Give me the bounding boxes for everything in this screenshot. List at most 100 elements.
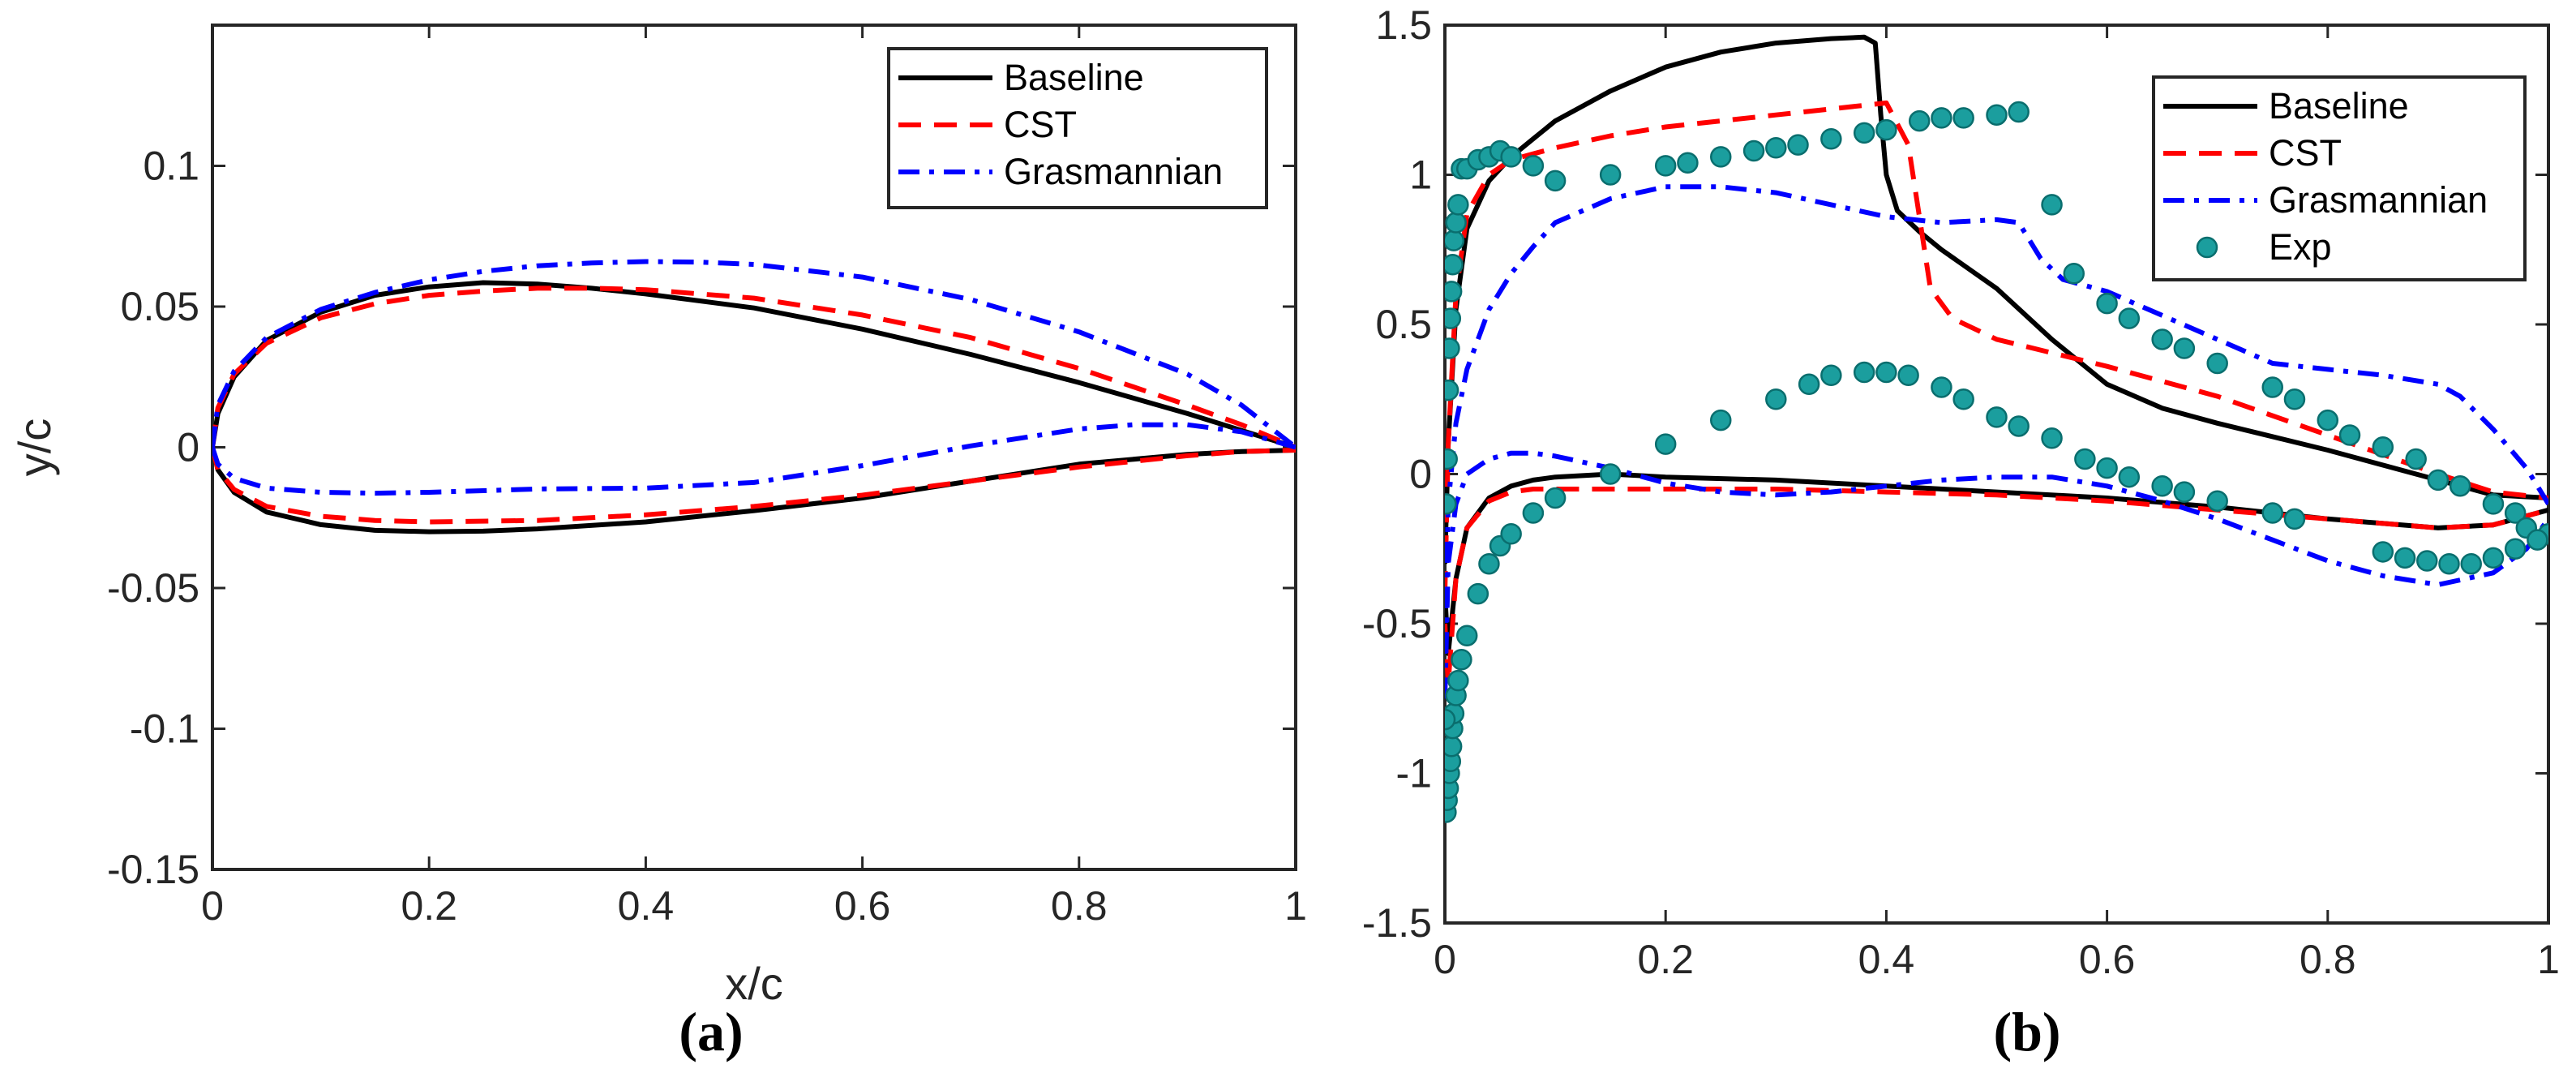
exp-marker [2405, 448, 2427, 470]
exp-marker [1765, 388, 1787, 410]
exp-marker [1445, 230, 1465, 251]
exp-marker [2261, 376, 2283, 398]
exp-marker [2041, 427, 2063, 449]
exp-marker [2118, 466, 2141, 488]
grasmannian-lower-line [1445, 450, 2548, 699]
x-tick-label: 0 [1434, 937, 1456, 982]
exp-marker [1445, 708, 1456, 731]
exp-marker [1742, 140, 1765, 162]
exp-marker [2283, 508, 2306, 530]
exp-marker [1445, 379, 1459, 401]
baseline-lower-line [1445, 471, 2548, 656]
legend: Baseline CST Grasmannian Exp [2152, 75, 2527, 281]
exp-marker [1445, 212, 1467, 234]
exp-marker [1897, 364, 1919, 386]
exp-marker [2438, 552, 2460, 575]
y-axis-label: y/c [9, 419, 60, 477]
legend-label-exp: Exp [2269, 226, 2332, 268]
exp-marker [1908, 109, 1931, 132]
exp-marker [2173, 481, 2196, 503]
exp-marker [1820, 127, 1842, 150]
exp-marker [1931, 107, 1952, 129]
panel-b: 0 0.2 0.4 0.6 0.8 1 -1.5 -1 -0.5 0 0.5 1 1.5 (b) Basel… [1362, 2, 2560, 1062]
exp-marker [1445, 337, 1460, 359]
exp-marker [1986, 104, 2008, 126]
exp-marker [1677, 152, 1699, 174]
legend-box [887, 47, 1268, 209]
x-tick-label: 0.4 [618, 883, 675, 929]
plot-area [1445, 34, 2548, 823]
exp-marker [2416, 550, 2438, 572]
exp-marker [2372, 436, 2394, 458]
exp-marker [1654, 155, 1677, 177]
exp-marker [1710, 146, 1732, 168]
exp-marker [1875, 361, 1897, 384]
exp-marker [2118, 307, 2141, 329]
x-tick-label: 0.6 [2079, 937, 2136, 982]
x-axis-label: x/c [725, 958, 783, 1009]
exp-marker [1931, 376, 1952, 398]
y-tick-label: 0 [177, 425, 199, 470]
exp-marker [1522, 155, 1545, 177]
legend-label-cst: CST [1004, 104, 1077, 145]
exp-marker [2372, 541, 2394, 563]
x-tick-label: 0.2 [401, 883, 457, 929]
exp-marker [2482, 547, 2505, 569]
exp-marker [2206, 352, 2228, 375]
exp-marker [1599, 164, 1622, 186]
exp-marker [1544, 487, 1567, 509]
exp-marker [1654, 433, 1677, 455]
legend-label-baseline: Baseline [2269, 85, 2409, 127]
y-tick-label: -0.15 [107, 847, 199, 892]
exp-marker [1952, 388, 1974, 410]
exp-marker [2338, 424, 2361, 446]
exp-marker [1445, 448, 1458, 470]
plot-area [212, 259, 1296, 534]
y-tick-label: -1.5 [1362, 900, 1432, 946]
exp-marker [1500, 146, 1522, 168]
exp-marker [1522, 502, 1545, 524]
exp-marker [2206, 490, 2228, 512]
baseline-upper-line [212, 280, 1296, 450]
exp-marker [1500, 523, 1522, 545]
x-tick-label: 0.2 [1637, 937, 1694, 982]
exp-marker [1445, 307, 1462, 329]
exp-marker [1455, 625, 1478, 647]
exp-marker [1952, 107, 1974, 129]
exp-marker [1544, 170, 1567, 192]
x-tick-label: 0.4 [1858, 937, 1915, 982]
grasmannian-lower-line [212, 422, 1296, 496]
cst-upper-line [1445, 100, 2548, 595]
exp-marker [2041, 194, 2063, 216]
y-tick-label: -0.5 [1362, 601, 1432, 646]
exp-marker [2096, 457, 2118, 479]
legend-label-baseline: Baseline [1004, 57, 1144, 98]
legend-label-grasmannian: Grasmannian [2269, 179, 2488, 221]
exp-marker [1478, 552, 1500, 575]
exp-marker [1467, 582, 1489, 605]
exp-marker [2008, 415, 2030, 437]
exp-marker [2063, 263, 2085, 285]
exp-marker [2074, 448, 2096, 470]
x-tick-label: 0.6 [834, 883, 891, 929]
exp-marker [2394, 547, 2416, 569]
exp-marker [1447, 669, 1469, 692]
exp-marker [1445, 493, 1457, 515]
x-tick-label: 0.8 [2300, 937, 2356, 982]
exp-marker [2096, 292, 2118, 315]
exp-marker [2504, 502, 2527, 524]
exp-marker [2008, 101, 2030, 123]
exp-marker [1787, 134, 1809, 156]
cst-lower-line [1445, 487, 2548, 686]
exp-marker [2460, 552, 2482, 575]
exp-marker [2261, 502, 2283, 524]
legend-label-grasmannian: Grasmannian [1004, 151, 1223, 192]
exp-marker [1853, 122, 1875, 144]
legend-label-cst: CST [2269, 132, 2342, 174]
y-tick-label: 0.1 [143, 144, 199, 189]
panel-a: 0 0.2 0.4 0.6 0.8 1 -0.15 -0.1 -0.05 0 0.05 0.1 x/c y… [9, 24, 1307, 1062]
exp-marker [2317, 409, 2339, 431]
y-tick-label: 0.5 [1375, 302, 1432, 347]
cst-upper-line [212, 285, 1296, 450]
exp-marker [1445, 281, 1463, 303]
